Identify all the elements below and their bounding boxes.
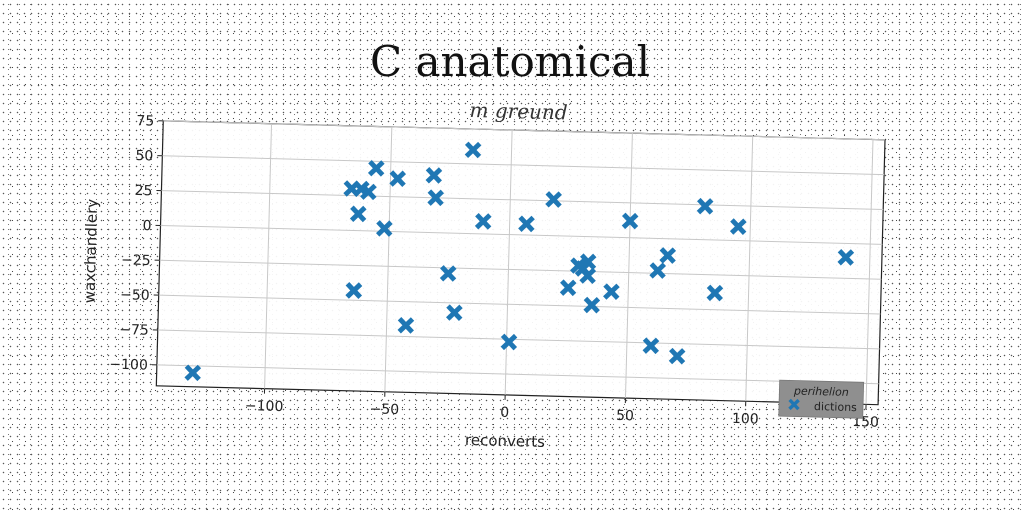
grid-line-x	[264, 123, 273, 389]
grid-line-y	[163, 120, 886, 141]
x-tick-label: −100	[245, 398, 284, 415]
legend-marker	[788, 398, 800, 411]
legend-marker-icon	[788, 398, 800, 411]
grid-line-y	[159, 259, 882, 280]
data-point	[649, 262, 667, 279]
grid-line-x	[384, 126, 393, 392]
x-tick-label: 50	[616, 408, 634, 424]
data-point	[706, 284, 724, 302]
data-point	[184, 364, 202, 382]
y-axis-label: waxchandlery	[80, 198, 101, 303]
grid-line-y	[160, 224, 883, 245]
grid-line-x	[504, 130, 513, 395]
grid-line-y	[162, 155, 885, 176]
data-point	[425, 167, 443, 184]
y-tick-label: 75	[136, 113, 154, 129]
grid-line-x	[865, 139, 874, 405]
grid-line-y	[161, 190, 884, 210]
data-point	[579, 267, 597, 285]
data-point	[360, 183, 377, 201]
grid-line-x	[745, 136, 754, 402]
y-tick-label: 0	[142, 218, 151, 234]
data-point	[500, 333, 518, 351]
data-point	[583, 296, 601, 314]
y-tick-label: −25	[121, 252, 151, 269]
data-point	[427, 189, 445, 207]
data-point	[345, 282, 363, 299]
grid-line-y	[157, 329, 880, 350]
legend-title: perihelion	[793, 384, 849, 398]
data-point	[579, 253, 597, 271]
grid	[156, 120, 886, 405]
x-axis-label: reconverts	[465, 431, 546, 451]
data-point	[518, 215, 535, 233]
data-point	[349, 205, 367, 223]
y-tick-label: 50	[135, 148, 153, 164]
data-point	[837, 249, 855, 266]
x-tick-label: 0	[500, 405, 509, 421]
data-points	[184, 141, 855, 382]
data-point	[464, 141, 482, 159]
data-point	[545, 191, 562, 208]
legend-label: dictions	[814, 400, 857, 414]
data-point	[603, 283, 620, 301]
y-tick-label: −50	[120, 287, 150, 304]
data-point	[439, 265, 457, 282]
data-point	[367, 159, 385, 177]
data-point	[397, 317, 415, 334]
legend: perihelion dictions	[778, 379, 865, 419]
data-point	[446, 304, 463, 322]
data-point	[642, 337, 660, 355]
legend-box	[778, 379, 865, 419]
chart-subtitle: m greund	[469, 98, 568, 125]
data-point	[375, 220, 393, 237]
data-point	[474, 212, 492, 230]
y-tick-label: 25	[134, 183, 152, 199]
data-point	[659, 247, 677, 264]
chart-title: C anatomical	[370, 37, 650, 86]
data-point	[729, 218, 747, 235]
data-point	[621, 212, 639, 230]
data-point	[668, 347, 686, 365]
data-point	[696, 197, 714, 215]
x-tick-label: 100	[732, 411, 759, 428]
data-point	[389, 170, 407, 187]
y-tick-label: −75	[119, 322, 149, 339]
x-tick-label: −50	[369, 401, 399, 418]
grid-line-y	[156, 364, 879, 385]
grid-line-x	[624, 133, 633, 399]
data-point	[559, 279, 577, 297]
y-tick-label: −100	[109, 357, 148, 374]
grid-line-y	[158, 294, 881, 315]
